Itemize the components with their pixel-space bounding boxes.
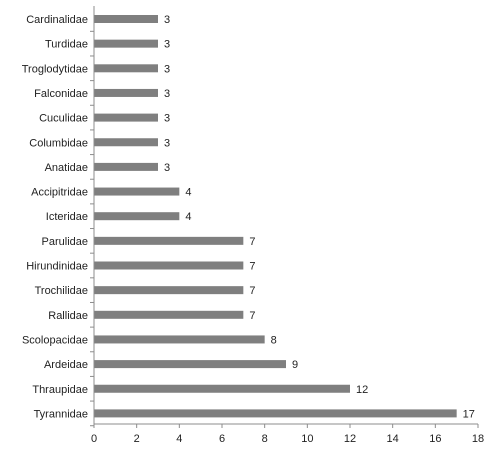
category-label-trochilidae: Trochilidae <box>35 285 88 297</box>
category-label-scolopacidae: Scolopacidae <box>22 334 88 346</box>
category-label-anatidae: Anatidae <box>45 162 88 174</box>
category-label-rallidae: Rallidae <box>48 310 88 322</box>
bar-thraupidae <box>94 384 350 393</box>
bar-scolopacidae <box>94 335 265 344</box>
x-tick-label-8: 8 <box>262 433 268 445</box>
bar-cuculidae <box>94 113 158 122</box>
data-label-columbidae: 3 <box>164 137 170 149</box>
category-label-thraupidae: Thraupidae <box>32 384 88 396</box>
data-label-falconidae: 3 <box>164 88 170 100</box>
bar-hirundinidae <box>94 261 244 270</box>
bars-layer <box>94 15 457 418</box>
category-label-accipitridae: Accipitridae <box>31 187 88 199</box>
data-label-thraupidae: 12 <box>356 384 368 396</box>
data-label-parulidae: 7 <box>249 236 255 248</box>
bar-falconidae <box>94 88 158 97</box>
data-label-icteridae: 4 <box>185 211 191 223</box>
bar-ardeidae <box>94 360 286 369</box>
bar-cardinalidae <box>94 15 158 23</box>
x-tick-label-6: 6 <box>219 433 225 445</box>
category-label-cardinalidae: Cardinalidae <box>26 14 88 26</box>
x-tick-label-14: 14 <box>387 433 399 445</box>
labels-layer: Cardinalidae 3 Turdidae 3 Troglodytidae 3 Falc… <box>22 14 475 420</box>
data-label-troglodytidae: 3 <box>164 63 170 75</box>
data-label-rallidae: 7 <box>249 310 255 322</box>
category-label-icteridae: Icteridae <box>46 211 88 223</box>
bar-rallidae <box>94 310 244 319</box>
data-label-cuculidae: 3 <box>164 113 170 125</box>
category-label-cuculidae: Cuculidae <box>39 113 88 125</box>
x-tick-label-16: 16 <box>429 433 441 445</box>
category-label-ardeidae: Ardeidae <box>44 359 88 371</box>
data-label-anatidae: 3 <box>164 162 170 174</box>
category-label-troglodytidae: Troglodytidae <box>22 63 88 75</box>
bar-accipitridae <box>94 187 180 196</box>
data-label-hirundinidae: 7 <box>249 261 255 273</box>
bar-tyrannidae <box>94 409 457 418</box>
category-label-tyrannidae: Tyrannidae <box>34 408 88 420</box>
data-label-accipitridae: 4 <box>185 187 191 199</box>
data-label-scolopacidae: 8 <box>271 334 277 346</box>
category-label-turdidae: Turdidae <box>45 39 88 51</box>
bar-anatidae <box>94 162 158 171</box>
x-tick-label-2: 2 <box>134 433 140 445</box>
x-tick-label-18: 18 <box>472 433 484 445</box>
category-label-columbidae: Columbidae <box>29 137 88 149</box>
x-tick-label-0: 0 <box>91 433 97 445</box>
data-label-trochilidae: 7 <box>249 285 255 297</box>
bar-trochilidae <box>94 286 244 295</box>
bar-parulidae <box>94 236 244 245</box>
x-tick-label-12: 12 <box>344 433 356 445</box>
axis-layer: 0 2 4 6 8 10 12 14 16 18 <box>90 6 484 445</box>
x-tick-label-10: 10 <box>301 433 313 445</box>
data-label-ardeidae: 9 <box>292 359 298 371</box>
bar-turdidae <box>94 39 158 48</box>
bar-troglodytidae <box>94 64 158 73</box>
x-tick-label-4: 4 <box>176 433 182 445</box>
bar-icteridae <box>94 212 180 221</box>
data-label-tyrannidae: 17 <box>463 408 475 420</box>
category-label-parulidae: Parulidae <box>42 236 88 248</box>
data-label-turdidae: 3 <box>164 39 170 51</box>
category-label-hirundinidae: Hirundinidae <box>26 261 88 273</box>
category-label-falconidae: Falconidae <box>34 88 88 100</box>
bar-columbidae <box>94 138 158 147</box>
data-label-cardinalidae: 3 <box>164 14 170 26</box>
